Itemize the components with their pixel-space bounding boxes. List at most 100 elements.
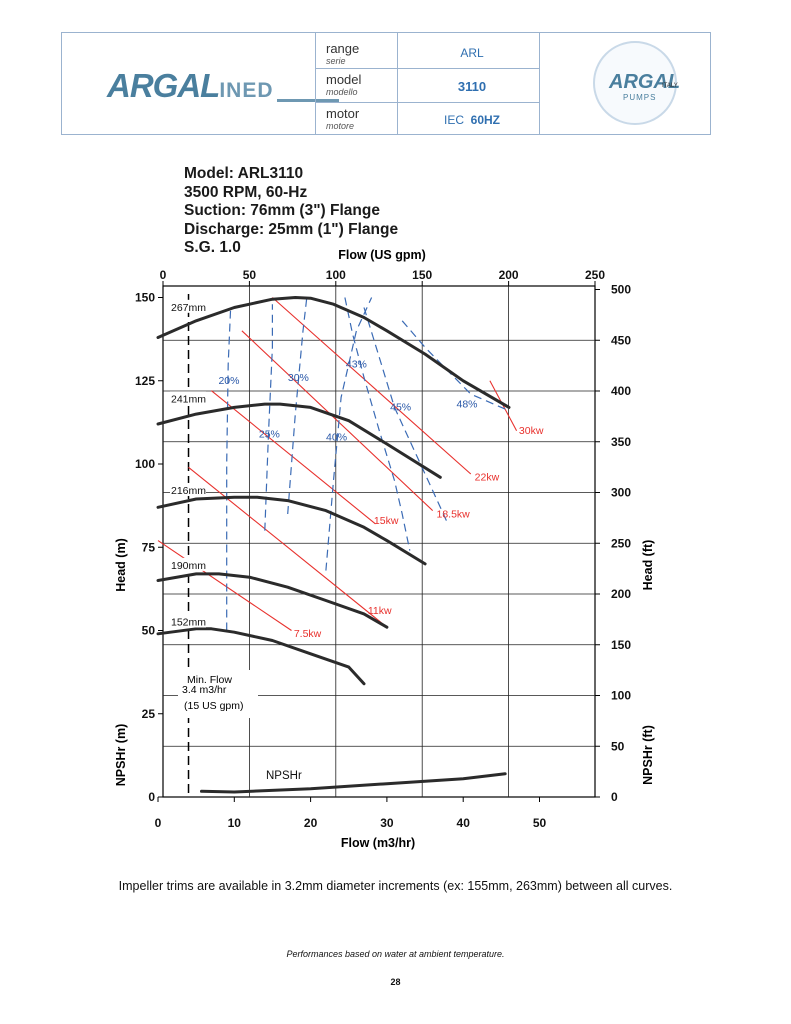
efficiency-curve-20% <box>226 310 232 631</box>
tick-label-right: 250 <box>611 536 631 550</box>
efficiency-curve-40% <box>325 297 373 571</box>
model-value: 3110 <box>457 79 487 94</box>
impeller-label-bg <box>170 557 206 571</box>
tick-label-left: 25 <box>142 707 156 721</box>
power-curve-11kw <box>188 466 388 628</box>
min-flow-label: Min. Flow <box>187 674 232 686</box>
tick-label-right: 400 <box>611 384 631 398</box>
tick-label-left: 125 <box>135 374 155 388</box>
tick-label-right: 300 <box>611 486 631 500</box>
spec-rpm: 3500 RPM, 60-Hz <box>184 183 308 201</box>
brand-sub: INED <box>219 79 274 102</box>
impeller-curve-216mm <box>156 495 427 566</box>
power-label-11kw: 11kw <box>368 605 392 617</box>
tick-label-bottom: 40 <box>457 816 471 830</box>
efficiency-label-25%: 25% <box>259 428 280 440</box>
motor-label: motor motore <box>326 106 360 131</box>
efficiency-label-20%: 20% <box>218 375 239 387</box>
footer-note: Performances based on water at ambient t… <box>286 949 505 959</box>
efficiency-curve-48% <box>401 320 510 412</box>
tick-label-bottom: 30 <box>380 816 394 830</box>
model-label: model modello <box>326 72 362 97</box>
impeller-label-216mm: 216mm <box>171 485 206 497</box>
tick-label-bottom: 0 <box>155 816 162 830</box>
efficiency-curve-30% <box>287 297 308 515</box>
npshr-label: NPSHr <box>266 770 302 782</box>
tick-label-bottom: 20 <box>304 816 318 830</box>
tick-label-top: 200 <box>499 268 519 282</box>
tick-label-left: 150 <box>135 291 155 305</box>
tick-label-right: 500 <box>611 283 631 297</box>
power-label-22kw: 22kw <box>475 472 500 484</box>
impeller-label-bg <box>170 391 206 405</box>
tick-label-left: 75 <box>142 540 156 554</box>
page-number: 28 <box>390 977 401 987</box>
efficiency-label-40%: 40% <box>326 432 347 444</box>
power-label-7.5kw: 7.5kw <box>294 628 322 640</box>
efficiency-curve-45% <box>363 307 449 525</box>
header-divider <box>397 33 398 134</box>
brand-underline <box>277 99 339 102</box>
tick-label-top: 100 <box>326 268 346 282</box>
header-row-line <box>315 102 539 103</box>
power-label-30kw: 30kw <box>519 425 544 437</box>
logo-sub: PUMPS <box>623 93 657 102</box>
tick-label-top: 50 <box>243 268 257 282</box>
logo-text: ARGAL <box>609 71 681 93</box>
spec-suction: Suction: 76mm (3") Flange <box>184 202 380 219</box>
power-curve-7.5kw <box>157 540 292 631</box>
efficiency-label-43%: 43% <box>346 358 367 370</box>
motor-value: IEC 60HZ <box>443 113 501 127</box>
efficiency-curve-43% <box>344 297 411 551</box>
impeller-label-241mm: 241mm <box>171 393 206 405</box>
tick-label-bottom: 10 <box>228 816 242 830</box>
axis-title-right: Head (ft) <box>641 540 655 591</box>
tick-label-left: 100 <box>135 457 155 471</box>
impeller-label-267mm: 267mm <box>171 302 206 314</box>
spec-discharge: Discharge: 25mm (1") Flange <box>184 220 399 238</box>
npsh-title-left: NPSHr (m) <box>114 724 128 787</box>
impeller-label-bg <box>170 614 206 628</box>
tick-label-right: 100 <box>611 689 631 703</box>
axis-title-bottom: Flow (m3/hr) <box>341 836 415 850</box>
range-label: range serie <box>326 41 360 66</box>
tick-label-right: 150 <box>611 638 631 652</box>
range-value: ARL <box>460 46 484 60</box>
plot-frame <box>162 285 596 798</box>
tick-label-right: 450 <box>611 333 631 347</box>
spec-model: Model: ARL3110 <box>184 165 304 182</box>
header-divider <box>315 33 316 134</box>
impeller-curve-267mm <box>156 296 511 409</box>
efficiency-curve-25% <box>264 304 273 531</box>
impeller-label-152mm: 152mm <box>171 617 206 629</box>
power-curve-18.5kw <box>241 330 434 512</box>
tick-label-bottom: 50 <box>533 816 547 830</box>
logo-country: ITALY <box>662 83 678 89</box>
power-curve-15kw <box>211 390 376 525</box>
tick-label-left: 0 <box>148 790 155 804</box>
header-divider <box>539 33 540 134</box>
min-flow-value-gpm: (15 US gpm) <box>184 700 244 712</box>
min-flow-label-bg <box>178 670 258 718</box>
impeller-label-190mm: 190mm <box>171 560 206 572</box>
tick-label-top: 150 <box>412 268 432 282</box>
npsh-title-right: NPSHr (ft) <box>641 725 655 785</box>
impeller-curve-152mm <box>156 627 366 686</box>
tick-label-top: 250 <box>585 268 605 282</box>
header-table: ARGALINED range serie model modello motor m… <box>61 32 711 135</box>
argal-lined-logo: ARGALINED <box>107 67 274 105</box>
power-curve-22kw <box>272 297 472 475</box>
power-label-18.5kw: 18.5kw <box>436 508 470 520</box>
efficiency-label-30%: 30% <box>288 372 309 384</box>
spec-sg: S.G. 1.0 <box>184 239 241 256</box>
impeller-label-bg <box>170 299 206 313</box>
npshr-curve <box>200 772 507 794</box>
trim-note: Impeller trims are available in 3.2mm di… <box>118 879 673 893</box>
header-row-line <box>315 68 539 69</box>
impeller-curve-190mm <box>156 572 389 629</box>
tick-label-right: 350 <box>611 435 631 449</box>
efficiency-label-48%: 48% <box>457 398 478 410</box>
axis-title-top: Flow (US gpm) <box>338 248 426 262</box>
axis-title-left: Head (m) <box>114 538 128 591</box>
